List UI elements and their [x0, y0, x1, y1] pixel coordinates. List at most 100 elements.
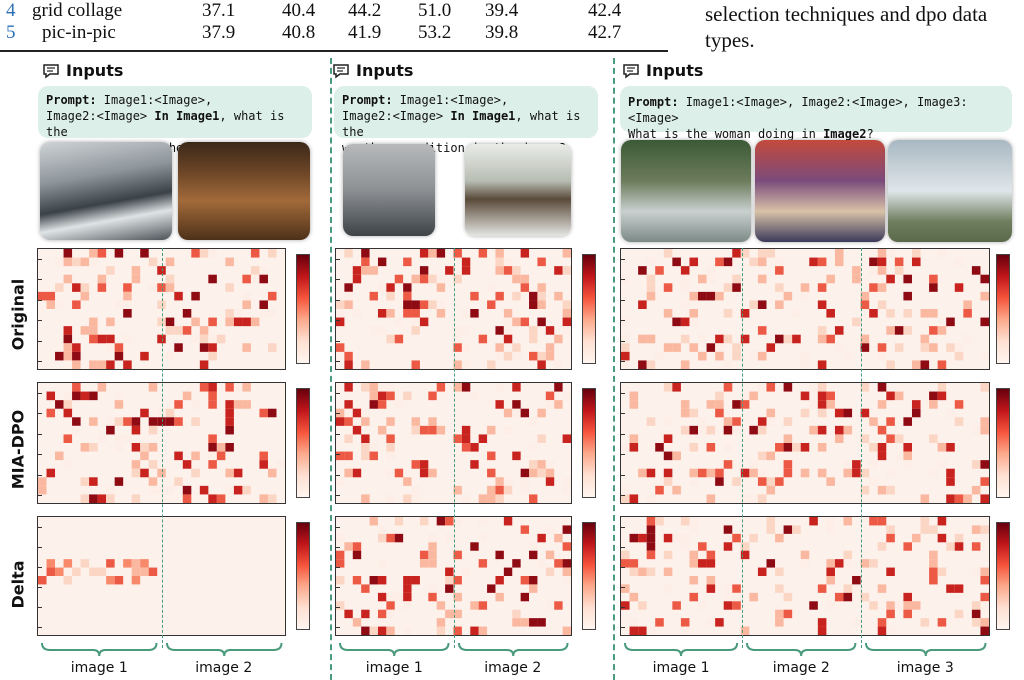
heatmap-cell [894, 391, 904, 401]
heatmap-cell [89, 249, 98, 258]
heatmap-cell [453, 274, 462, 284]
heatmap-cell [72, 300, 81, 309]
brace [41, 642, 158, 657]
heatmap-cell [740, 550, 750, 560]
heatmap-cell [199, 326, 209, 335]
chat-icon [333, 63, 349, 78]
heatmap-cell [174, 326, 183, 335]
heatmap-cell [46, 291, 56, 301]
heatmap-cell [131, 460, 141, 469]
heatmap-cell [114, 300, 124, 309]
heatmap-cell [216, 494, 226, 503]
heatmap-cell [487, 468, 496, 478]
heatmap-cell [165, 351, 175, 361]
heatmap-cell [453, 383, 462, 392]
heatmap-cell [860, 334, 870, 344]
heatmap-cell [336, 417, 345, 426]
heatmap-cell [646, 550, 656, 560]
heatmap-cell [419, 460, 429, 469]
heatmap-cell [809, 601, 818, 610]
colorbar [582, 388, 596, 498]
heatmap-cell [428, 550, 437, 560]
heatmap-cell [860, 559, 870, 568]
heatmap-cell [903, 326, 912, 335]
heatmap-cell [259, 300, 268, 309]
heatmap-cell [894, 451, 904, 461]
heatmap-cell [655, 351, 664, 361]
heatmap-cell [672, 343, 681, 352]
heatmap-cell [545, 601, 555, 610]
heatmap-cell [403, 601, 412, 610]
heatmap-cell [980, 477, 989, 486]
heatmap-cell [140, 559, 149, 568]
heatmap-cell [954, 343, 964, 352]
heatmap-cell [971, 542, 981, 551]
heatmap-cell [344, 434, 353, 443]
heatmap-cell [775, 283, 784, 292]
heatmap-cell [63, 351, 73, 361]
heatmap-cell [911, 257, 921, 267]
heatmap-cell [470, 291, 479, 301]
heatmap-cell [826, 517, 835, 526]
heatmap-cell [638, 533, 647, 543]
heatmap-cell [723, 525, 733, 534]
heatmap-cell [800, 468, 810, 478]
heatmap-cell [663, 533, 673, 543]
heatmap-cell [72, 360, 81, 369]
heatmap-cell [817, 618, 827, 627]
heatmap-cell [877, 283, 887, 292]
heatmap-cell [80, 391, 90, 401]
heatmap-cell [843, 584, 853, 593]
heatmap-cell [545, 391, 555, 401]
heatmap-cell [225, 468, 234, 478]
colorbar [582, 522, 596, 630]
heatmap-cell [706, 576, 716, 585]
heatmap-cell [386, 443, 395, 452]
heatmap-cell [512, 559, 521, 568]
heatmap-cell [689, 343, 699, 352]
heatmap-cell [971, 601, 981, 610]
heatmap-cell [817, 334, 827, 344]
heatmap-cell [140, 408, 149, 418]
heatmap-cell [361, 434, 370, 443]
cell: 39.8 [485, 22, 519, 43]
heatmap-cell [182, 326, 192, 335]
heatmap-cell [706, 400, 716, 409]
heatmap-cell [174, 291, 183, 301]
heatmap-cell [911, 400, 921, 409]
heatmap-cell [954, 283, 964, 292]
heatmap-cell [131, 494, 141, 503]
heatmap-cell [520, 274, 530, 284]
heatmap-cell [377, 257, 387, 267]
heatmap-cell [89, 477, 98, 486]
heatmap-cell [445, 576, 454, 585]
heatmap-cell [199, 343, 209, 352]
heatmap-cell [369, 451, 378, 461]
heatmap-cell [929, 525, 938, 534]
heatmap-cell [63, 460, 73, 469]
heatmap-cell [937, 383, 947, 392]
axis-tick [621, 567, 625, 568]
heatmap-cell [749, 460, 758, 469]
heatmap-cell [428, 542, 437, 551]
heatmap-cell [663, 567, 673, 576]
heatmap-cell [920, 309, 930, 318]
heatmap-cell [920, 343, 930, 352]
heatmap-cell [672, 533, 681, 543]
colorbar [582, 254, 596, 364]
body-text-line: types. [705, 28, 755, 52]
heatmap-cell [106, 343, 115, 352]
heatmap-cell [937, 249, 947, 258]
heatmap-cell [157, 468, 166, 478]
heatmap-cell [723, 309, 733, 318]
heatmap-cell [852, 618, 861, 627]
heatmap-cell [411, 317, 420, 327]
heatmap-cell [971, 266, 981, 275]
heatmap-cell [369, 291, 378, 301]
heatmap-cell [148, 417, 158, 426]
heatmap-cell [732, 283, 741, 292]
heatmap-cell [199, 334, 209, 344]
heatmap-cell [55, 283, 64, 292]
heatmap-cell [157, 485, 166, 495]
heatmap-cell [250, 249, 260, 258]
